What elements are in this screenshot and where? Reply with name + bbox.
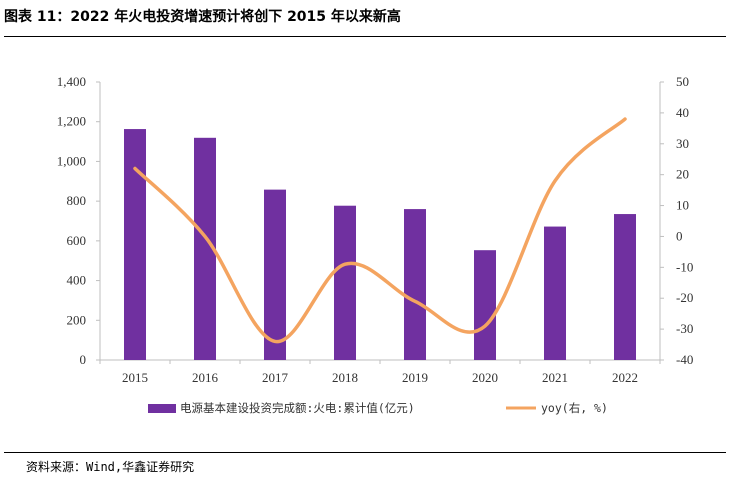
source-divider (4, 452, 726, 453)
bar-2019 (404, 209, 426, 360)
right-y-tick-label: 40 (676, 105, 689, 120)
legend-line-label: yoy(右, %) (541, 401, 608, 415)
right-y-tick-label: 30 (676, 136, 689, 151)
right-y-tick-label: 20 (676, 167, 689, 182)
left-y-tick-label: 1,400 (57, 74, 86, 89)
bar-2022 (614, 214, 636, 360)
right-y-tick-label: 50 (676, 74, 689, 89)
title-divider (4, 36, 726, 37)
right-y-tick-label: 0 (676, 228, 683, 243)
x-tick-label: 2017 (262, 370, 289, 385)
x-tick-label: 2021 (542, 370, 568, 385)
left-y-tick-label: 1,200 (57, 114, 86, 129)
x-tick-label: 2015 (122, 370, 148, 385)
right-y-tick-label: -20 (676, 290, 693, 305)
figure-title: 图表 11：2022 年火电投资增速预计将创下 2015 年以来新高 (4, 9, 401, 25)
right-y-tick-label: -30 (676, 321, 693, 336)
yoy-line (133, 117, 627, 344)
left-y-tick-label: 200 (67, 312, 87, 327)
legend-bar-swatch (148, 404, 176, 413)
x-tick-label: 2020 (472, 370, 498, 385)
x-tick-label: 2018 (332, 370, 358, 385)
x-tick-label: 2016 (192, 370, 219, 385)
right-y-tick-label: 10 (676, 198, 689, 213)
x-tick-label: 2022 (612, 370, 638, 385)
left-y-tick-label: 400 (67, 273, 87, 288)
bar-2017 (264, 189, 286, 360)
legend-bar-label: 电源基本建设投资完成额:火电:累计值(亿元) (180, 401, 415, 415)
bar-2018 (334, 205, 356, 360)
left-y-tick-label: 0 (80, 352, 87, 367)
bar-2015 (124, 129, 146, 360)
x-tick-label: 2019 (402, 370, 428, 385)
source-note: 资料来源：Wind,华鑫证券研究 (26, 460, 195, 474)
left-y-tick-label: 800 (67, 193, 87, 208)
bar-2016 (194, 137, 216, 360)
left-y-tick-label: 1,000 (57, 153, 86, 168)
right-y-tick-label: -40 (676, 352, 693, 367)
right-y-tick-label: -10 (676, 259, 693, 274)
bar-2021 (544, 226, 566, 360)
bar-2020 (474, 250, 496, 360)
left-y-tick-label: 600 (67, 233, 87, 248)
